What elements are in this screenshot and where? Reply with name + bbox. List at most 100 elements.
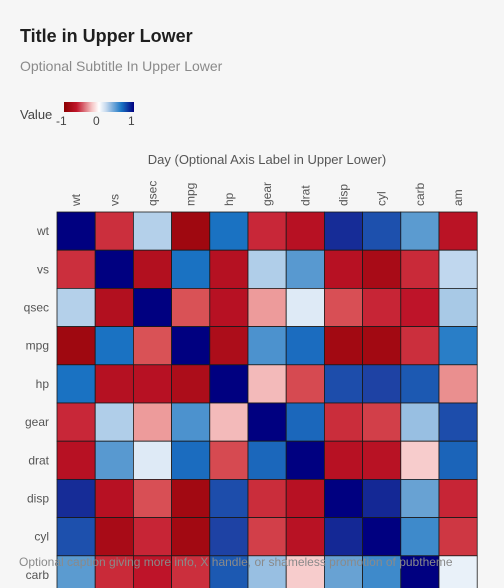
heatmap-cell-disp-disp bbox=[323, 478, 363, 518]
heatmap-cell-gear-disp bbox=[323, 402, 363, 442]
heatmap-cell-drat-drat bbox=[285, 440, 325, 480]
heatmap-cell-qsec-disp bbox=[323, 287, 363, 327]
heatmap-cell-vs-wt bbox=[56, 249, 96, 289]
heatmap-cell-mpg-gear bbox=[247, 326, 287, 366]
x-tick-label-am: am bbox=[451, 189, 465, 206]
legend-tick-mid: 0 bbox=[93, 114, 100, 128]
heatmap-cell-disp-qsec bbox=[132, 478, 172, 518]
legend-tick-min: -1 bbox=[56, 114, 67, 128]
heatmap-cell-cyl-wt bbox=[56, 517, 96, 557]
heatmap-cell-carb-wt bbox=[56, 555, 96, 588]
heatmap-cell-gear-gear bbox=[247, 402, 287, 442]
heatmap-cell-vs-cyl bbox=[362, 249, 402, 289]
heatmap-cell-drat-am bbox=[438, 440, 478, 480]
heatmap-cell-hp-cyl bbox=[362, 364, 402, 404]
y-tick-label-mpg: mpg bbox=[26, 339, 49, 353]
heatmap-cell-vs-drat bbox=[285, 249, 325, 289]
heatmap-cell-cyl-drat bbox=[285, 517, 325, 557]
heatmap-cell-wt-wt bbox=[56, 211, 96, 251]
y-tick-label-wt: wt bbox=[36, 224, 50, 238]
heatmap-cell-disp-drat bbox=[285, 478, 325, 518]
heatmap-cell-hp-wt bbox=[56, 364, 96, 404]
heatmap-cell-drat-mpg bbox=[171, 440, 211, 480]
heatmap-cell-wt-am bbox=[438, 211, 478, 251]
heatmap-cell-hp-am bbox=[438, 364, 478, 404]
heatmap-cell-qsec-carb bbox=[400, 287, 440, 327]
heatmap-cell-gear-wt bbox=[56, 402, 96, 442]
heatmap-cell-mpg-vs bbox=[94, 326, 134, 366]
heatmap-cell-vs-mpg bbox=[171, 249, 211, 289]
heatmap-cell-disp-cyl bbox=[362, 478, 402, 518]
heatmap-cell-drat-cyl bbox=[362, 440, 402, 480]
y-tick-label-qsec: qsec bbox=[24, 301, 49, 315]
heatmap-cell-qsec-gear bbox=[247, 287, 287, 327]
heatmap-cell-qsec-drat bbox=[285, 287, 325, 327]
heatmap-cell-cyl-gear bbox=[247, 517, 287, 557]
heatmap-cell-drat-hp bbox=[209, 440, 249, 480]
heatmap-cell-drat-gear bbox=[247, 440, 287, 480]
heatmap-cell-carb-mpg bbox=[171, 555, 211, 588]
heatmap-cell-wt-gear bbox=[247, 211, 287, 251]
heatmap-cell-drat-carb bbox=[400, 440, 440, 480]
heatmap-cell-disp-hp bbox=[209, 478, 249, 518]
heatmap-cell-mpg-mpg bbox=[171, 326, 211, 366]
heatmap-cell-drat-qsec bbox=[132, 440, 172, 480]
chart-caption: Optional caption giving more info, X han… bbox=[19, 555, 453, 569]
heatmap-cell-carb-am bbox=[438, 555, 478, 588]
heatmap-cell-hp-gear bbox=[247, 364, 287, 404]
heatmap-cell-qsec-am bbox=[438, 287, 478, 327]
heatmap-cell-mpg-drat bbox=[285, 326, 325, 366]
heatmap-cell-vs-am bbox=[438, 249, 478, 289]
y-tick-label-gear: gear bbox=[25, 415, 49, 429]
heatmap-cell-drat-vs bbox=[94, 440, 134, 480]
heatmap-cell-qsec-vs bbox=[94, 287, 134, 327]
heatmap-cell-qsec-hp bbox=[209, 287, 249, 327]
heatmap-cell-disp-wt bbox=[56, 478, 96, 518]
heatmap-cell-cyl-carb bbox=[400, 517, 440, 557]
y-tick-label-carb: carb bbox=[26, 568, 50, 582]
heatmap-cell-gear-drat bbox=[285, 402, 325, 442]
heatmap-cell-wt-hp bbox=[209, 211, 249, 251]
heatmap-cell-disp-carb bbox=[400, 478, 440, 518]
heatmap-cell-carb-disp bbox=[323, 555, 363, 588]
heatmap-cell-qsec-qsec bbox=[132, 287, 172, 327]
heatmap-cell-qsec-wt bbox=[56, 287, 96, 327]
chart-title: Title in Upper Lower bbox=[20, 26, 193, 46]
x-tick-label-carb: carb bbox=[413, 182, 427, 206]
heatmap-cell-hp-disp bbox=[323, 364, 363, 404]
x-tick-label-vs: vs bbox=[107, 194, 121, 206]
chart-subtitle: Optional Subtitle In Upper Lower bbox=[20, 58, 223, 74]
heatmap-cell-hp-vs bbox=[94, 364, 134, 404]
y-tick-label-disp: disp bbox=[27, 492, 49, 506]
x-tick-label-hp: hp bbox=[222, 192, 236, 206]
heatmap-cell-hp-mpg bbox=[171, 364, 211, 404]
heatmap-cell-gear-mpg bbox=[171, 402, 211, 442]
heatmap-cell-gear-cyl bbox=[362, 402, 402, 442]
heatmap-cell-qsec-cyl bbox=[362, 287, 402, 327]
heatmap-cell-cyl-vs bbox=[94, 517, 134, 557]
heatmap-cell-mpg-disp bbox=[323, 326, 363, 366]
legend-title: Value bbox=[20, 107, 53, 122]
heatmap-cell-carb-vs bbox=[94, 555, 134, 588]
heatmap-cell-drat-disp bbox=[323, 440, 363, 480]
heatmap-cell-cyl-cyl bbox=[362, 517, 402, 557]
legend-tick-max: 1 bbox=[128, 114, 135, 128]
heatmap-cell-gear-hp bbox=[209, 402, 249, 442]
heatmap-cell-disp-mpg bbox=[171, 478, 211, 518]
heatmap-cell-wt-qsec bbox=[132, 211, 172, 251]
heatmap-cell-carb-gear bbox=[247, 555, 287, 588]
heatmap-cell-wt-drat bbox=[285, 211, 325, 251]
x-tick-label-qsec: qsec bbox=[146, 181, 160, 206]
heatmap-cell-mpg-am bbox=[438, 326, 478, 366]
x-tick-label-disp: disp bbox=[337, 184, 351, 206]
x-tick-label-drat: drat bbox=[298, 185, 312, 206]
heatmap-cell-mpg-wt bbox=[56, 326, 96, 366]
heatmap-cell-carb-hp bbox=[209, 555, 249, 588]
y-tick-label-hp: hp bbox=[36, 377, 50, 391]
heatmap-cell-carb-drat bbox=[285, 555, 325, 588]
heatmap-cell-gear-carb bbox=[400, 402, 440, 442]
heatmap-cell-wt-vs bbox=[94, 211, 134, 251]
heatmap-cell-hp-carb bbox=[400, 364, 440, 404]
x-tick-label-wt: wt bbox=[69, 193, 83, 207]
heatmap-cell-mpg-hp bbox=[209, 326, 249, 366]
